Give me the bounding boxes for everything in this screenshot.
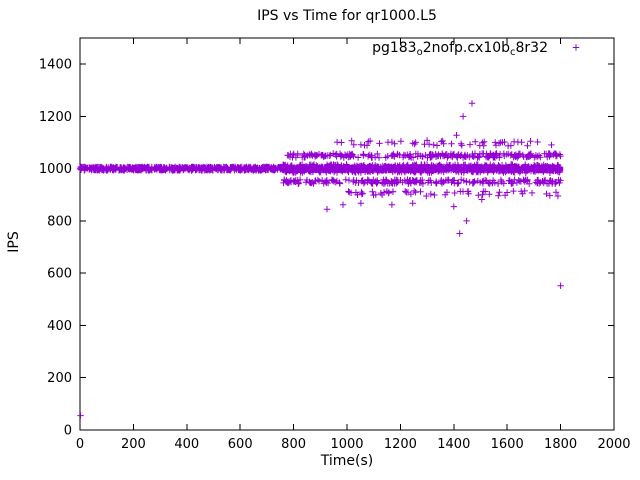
x-tick-label: 1000: [330, 437, 363, 452]
y-tick-label: 200: [47, 371, 72, 386]
x-tick-label: 600: [228, 437, 253, 452]
x-tick-label: 1200: [384, 437, 417, 452]
y-tick-label: 1000: [39, 162, 72, 177]
scatter-points: [77, 100, 564, 419]
x-tick-label: 1800: [544, 437, 577, 452]
x-tick-label: 200: [121, 437, 146, 452]
x-tick-label: 1600: [491, 437, 524, 452]
plot-border: [79, 37, 615, 431]
y-tick-label: 400: [47, 319, 72, 334]
chart-title: IPS vs Time for qr1000.L5: [257, 8, 437, 24]
legend-label: pg183o2nofp.cx10bc8r32: [372, 40, 548, 58]
x-axis-label: Time(s): [320, 453, 374, 469]
y-tick-label: 1400: [39, 58, 72, 73]
x-tick-label: 800: [281, 437, 306, 452]
y-tick-label: 1200: [39, 110, 72, 125]
x-tick-label: 400: [174, 437, 199, 452]
y-tick-label: 0: [64, 424, 72, 439]
x-tick-label: 0: [76, 437, 84, 452]
x-tick-label: 2000: [597, 437, 630, 452]
x-tick-label: 1400: [437, 437, 470, 452]
y-tick-label: 800: [47, 214, 72, 229]
legend-marker: [572, 44, 580, 51]
y-tick-label: 600: [47, 267, 72, 282]
